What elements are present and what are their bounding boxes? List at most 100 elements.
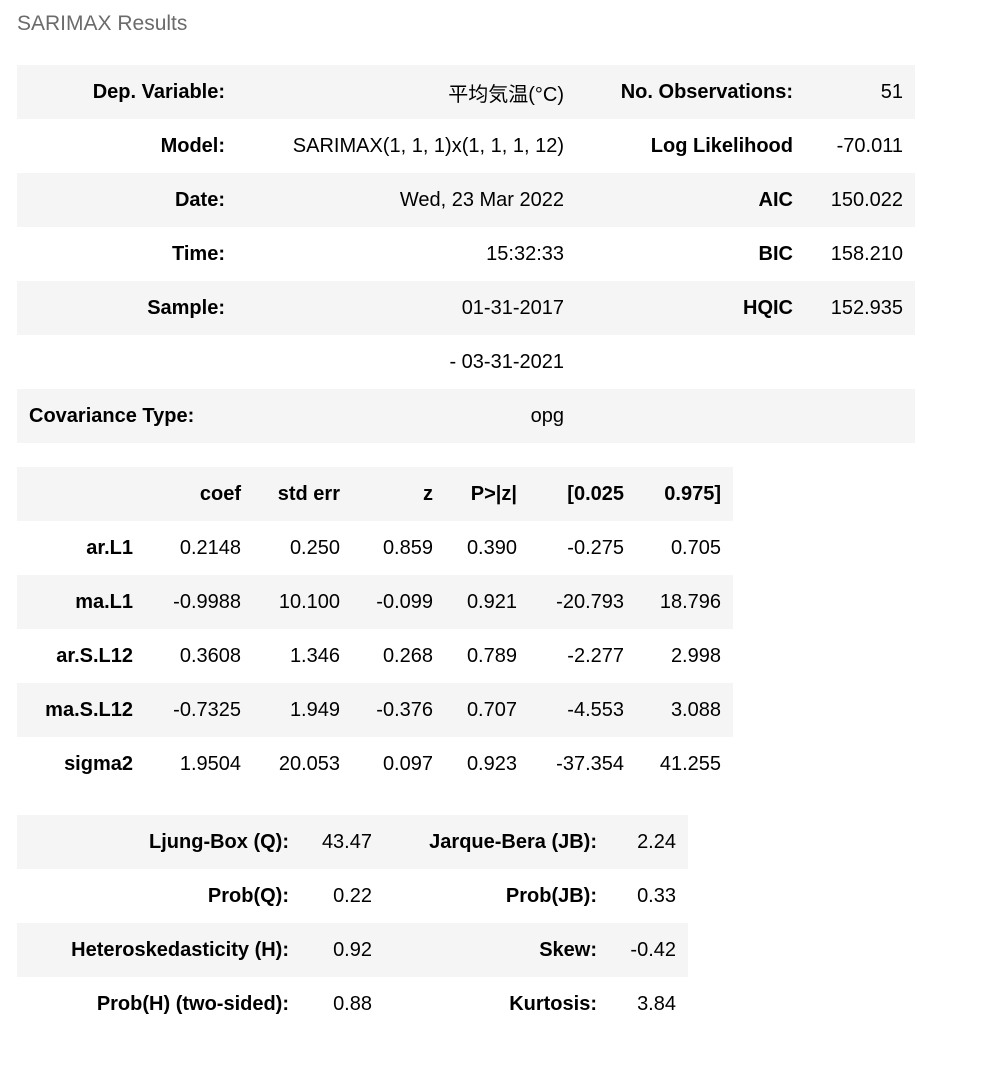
coef-value: -37.354: [556, 752, 624, 775]
info-value: SARIMAX(1, 1, 1)x(1, 1, 1, 12): [292, 134, 564, 157]
info-row: Sample: 01-31-2017 HQIC 152.935: [17, 281, 915, 335]
info-value: - 03-31-2021: [449, 350, 564, 373]
model-info-table: Dep. Variable: 平均気温(°C) No. Observations: 5…: [17, 65, 915, 443]
info-value: -70.011: [836, 134, 903, 157]
diagnostic-value: 0.88: [333, 992, 372, 1015]
diagnostic-value: -0.42: [630, 938, 676, 961]
info-label: [576, 389, 805, 443]
info-label: [17, 335, 237, 389]
coef-row: ar.S.L12 0.3608 1.346 0.268 0.789 -2.277 2.998: [17, 629, 733, 683]
results-title: SARIMAX Results: [17, 12, 188, 35]
info-value: 51: [880, 80, 903, 103]
coef-value: 0.097: [382, 752, 433, 775]
info-label: Covariance Type:: [29, 404, 195, 427]
info-label: HQIC: [743, 296, 793, 319]
diagnostic-value: 0.33: [637, 884, 676, 907]
coef-value: -2.277: [567, 644, 624, 667]
parameter-name: ma.S.L12: [45, 698, 133, 721]
coefficients-table: coef std err z P>|z| [0.025 0.975] ar.L1 0.214…: [17, 467, 733, 791]
coef-value: 0.3608: [179, 644, 241, 667]
info-value: [805, 389, 915, 443]
diagnostic-row: Heteroskedasticity (H): 0.92 Skew: -0.42: [17, 923, 688, 977]
diagnostic-value: 2.24: [637, 830, 676, 853]
coef-value: -0.7325: [173, 698, 241, 721]
info-label: BIC: [758, 242, 793, 265]
coef-value: 41.255: [659, 752, 721, 775]
info-value: 平均気温(°C): [448, 83, 564, 106]
coef-value: 0.705: [670, 536, 721, 559]
info-label: [576, 335, 805, 389]
coef-value: 0.859: [382, 536, 433, 559]
coef-header-row: coef std err z P>|z| [0.025 0.975]: [17, 467, 733, 521]
coef-column-header: P>|z|: [470, 482, 517, 505]
info-row: Time: 15:32:33 BIC 158.210: [17, 227, 915, 281]
coef-value: 0.268: [382, 644, 433, 667]
info-value: 152.935: [830, 296, 903, 319]
info-row: Dep. Variable: 平均気温(°C) No. Observations: 5…: [17, 65, 915, 119]
coef-value: 10.100: [278, 590, 340, 613]
info-label: Dep. Variable:: [92, 80, 225, 103]
diagnostic-value: 3.84: [637, 992, 676, 1015]
info-value: Wed, 23 Mar 2022: [399, 188, 564, 211]
info-label: Time:: [172, 242, 225, 265]
diagnostics-table: Ljung-Box (Q): 43.47 Jarque-Bera (JB): 2.24…: [17, 815, 688, 1031]
info-row: Date: Wed, 23 Mar 2022 AIC 150.022: [17, 173, 915, 227]
coef-column-header: [0.025: [567, 482, 624, 505]
info-value: [805, 335, 915, 389]
diagnostic-label: Skew:: [539, 938, 597, 961]
coef-column-header: std err: [277, 482, 340, 505]
parameter-name: sigma2: [64, 752, 133, 775]
coef-value: -0.275: [567, 536, 624, 559]
coef-value: 1.346: [289, 644, 340, 667]
info-label: Date:: [174, 188, 225, 211]
coef-value: 1.949: [289, 698, 340, 721]
info-label: AIC: [758, 188, 793, 211]
info-value: 01-31-2017: [461, 296, 564, 319]
info-row: - 03-31-2021: [17, 335, 915, 389]
coef-value: 18.796: [659, 590, 721, 613]
diagnostic-label: Ljung-Box (Q):: [149, 830, 289, 853]
info-label: Log Likelihood: [650, 134, 793, 157]
coef-value: 0.921: [466, 590, 517, 613]
coef-column-header: 0.975]: [664, 482, 721, 505]
coef-value: -0.9988: [173, 590, 241, 613]
info-label: Sample:: [147, 296, 225, 319]
info-value: 158.210: [830, 242, 903, 265]
info-row: Covariance Type: opg: [17, 389, 915, 443]
info-value: 150.022: [830, 188, 903, 211]
info-label: Model:: [160, 134, 225, 157]
coef-value: 0.707: [466, 698, 517, 721]
diagnostic-row: Prob(H) (two-sided): 0.88 Kurtosis: 3.84: [17, 977, 688, 1031]
diagnostic-value: 0.92: [333, 938, 372, 961]
coef-value: -20.793: [556, 590, 624, 613]
diagnostic-value: 0.22: [333, 884, 372, 907]
coef-value: 0.250: [289, 536, 340, 559]
diagnostic-label: Prob(H) (two-sided):: [96, 992, 289, 1015]
coef-value: 0.923: [466, 752, 517, 775]
coef-value: 2.998: [670, 644, 721, 667]
parameter-name: ar.L1: [86, 536, 133, 559]
coef-value: -0.376: [376, 698, 433, 721]
parameter-name: ma.L1: [75, 590, 133, 613]
coef-value: 1.9504: [179, 752, 241, 775]
coef-value: -0.099: [376, 590, 433, 613]
coef-row: ma.S.L12 -0.7325 1.949 -0.376 0.707 -4.553 3.0…: [17, 683, 733, 737]
coef-row: ma.L1 -0.9988 10.100 -0.099 0.921 -20.793 18.7…: [17, 575, 733, 629]
info-value: opg: [530, 404, 564, 427]
coef-value: 0.390: [466, 536, 517, 559]
parameter-name: ar.S.L12: [56, 644, 133, 667]
info-value: 15:32:33: [486, 242, 564, 265]
coef-row: sigma2 1.9504 20.053 0.097 0.923 -37.354 41.25…: [17, 737, 733, 791]
diagnostic-row: Prob(Q): 0.22 Prob(JB): 0.33: [17, 869, 688, 923]
coef-row: ar.L1 0.2148 0.250 0.859 0.390 -0.275 0.705: [17, 521, 733, 575]
coef-column-header: z: [423, 482, 433, 505]
coef-column-header: coef: [199, 482, 241, 505]
coef-value: 0.789: [466, 644, 517, 667]
coef-value: 3.088: [670, 698, 721, 721]
diagnostic-label: Kurtosis:: [509, 992, 597, 1015]
diagnostic-label: Prob(JB):: [505, 884, 597, 907]
info-row: Model: SARIMAX(1, 1, 1)x(1, 1, 1, 12) Log …: [17, 119, 915, 173]
diagnostic-row: Ljung-Box (Q): 43.47 Jarque-Bera (JB): 2.24: [17, 815, 688, 869]
coef-value: -4.553: [567, 698, 624, 721]
info-label: No. Observations:: [620, 80, 793, 103]
